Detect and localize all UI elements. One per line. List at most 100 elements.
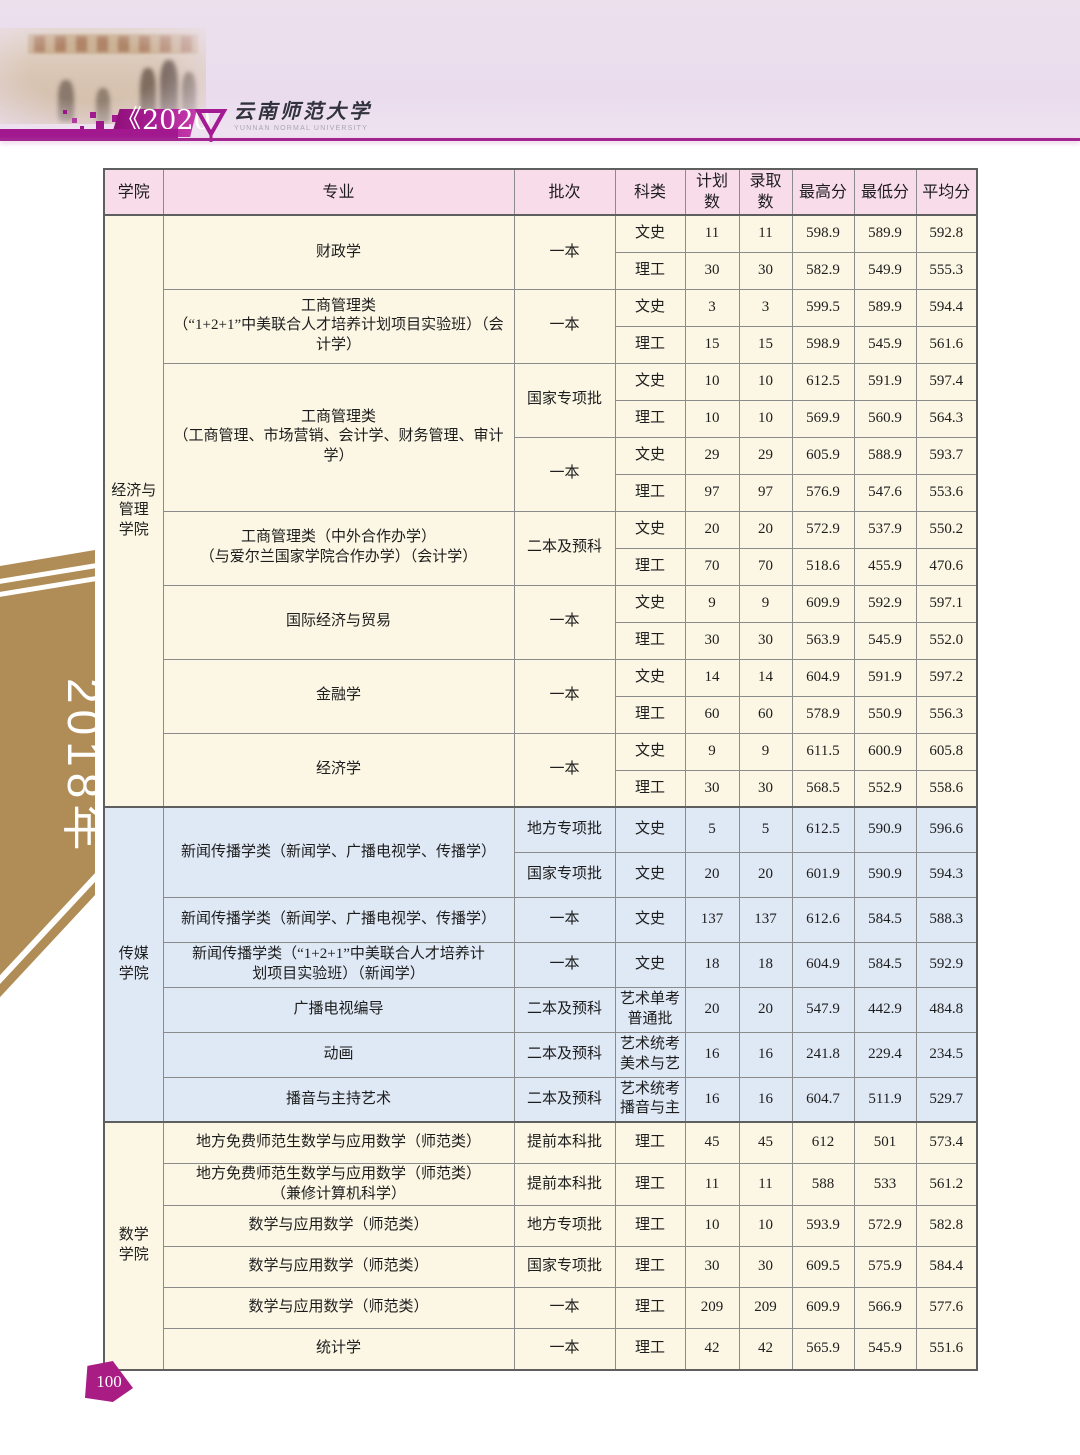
admitted-cell: 42 bbox=[738, 1328, 793, 1371]
major-cell: 统计学 bbox=[162, 1328, 515, 1371]
table-row: 地方免费师范生数学与应用数学（师范类） （兼修计算机科学） 提前本科批 理工 11 11… bbox=[104, 1162, 978, 1207]
avg-score-cell: 594.4 bbox=[915, 288, 978, 327]
min-score-cell: 501 bbox=[853, 1121, 917, 1164]
avg-score-cell: 561.6 bbox=[915, 325, 978, 364]
min-score-cell: 584.5 bbox=[853, 896, 917, 943]
column-header: 学院 bbox=[103, 168, 164, 216]
avg-score-cell: 470.6 bbox=[915, 547, 978, 586]
batch-cell: 二本及预科 bbox=[513, 1031, 616, 1078]
subject-cell: 理工 bbox=[614, 473, 686, 512]
batch-cell: 地方专项批 bbox=[513, 806, 616, 853]
table-row: 一本 文史 29 29 605.9 588.9 593.7 bbox=[104, 436, 978, 512]
min-score-cell: 589.9 bbox=[853, 288, 917, 327]
table-row: 播音与主持艺术 二本及预科 艺术统考 播音与主 16 16 604.7 511.9 529.7 bbox=[104, 1076, 978, 1123]
avg-score-cell: 592.8 bbox=[915, 214, 978, 253]
admitted-cell: 30 bbox=[738, 251, 793, 290]
admitted-cell: 29 bbox=[738, 436, 793, 475]
table-row: 理工 30 30 563.9 545.9 552.0 bbox=[104, 621, 978, 660]
min-score-cell: 592.9 bbox=[853, 584, 917, 623]
batch-cell: 国家专项批 bbox=[513, 1246, 616, 1289]
plan-cell: 14 bbox=[684, 658, 740, 697]
year-ribbon-label: 2018年 bbox=[58, 678, 96, 856]
subject-cell: 文史 bbox=[614, 658, 686, 697]
max-score-cell: 563.9 bbox=[791, 621, 855, 660]
admitted-cell: 16 bbox=[738, 1031, 793, 1078]
batch-cell: 一本 bbox=[513, 941, 616, 988]
max-score-cell: 569.9 bbox=[791, 399, 855, 438]
plan-cell: 30 bbox=[684, 769, 740, 808]
admitted-cell: 9 bbox=[738, 732, 793, 771]
avg-score-cell: 550.2 bbox=[915, 510, 978, 549]
subject-cell: 文史 bbox=[614, 806, 686, 853]
subject-cell: 理工 bbox=[614, 1328, 686, 1371]
admitted-cell: 11 bbox=[738, 214, 793, 253]
max-score-cell: 604.9 bbox=[791, 658, 855, 697]
max-score-cell: 568.5 bbox=[791, 769, 855, 808]
avg-score-cell: 558.6 bbox=[915, 769, 978, 808]
university-name-block: 云南师范大学 YUNNAN NORMAL UNIVERSITY bbox=[234, 100, 494, 134]
admitted-cell: 30 bbox=[738, 769, 793, 808]
triangle-logo-icon bbox=[194, 107, 228, 148]
avg-score-cell: 529.7 bbox=[915, 1076, 978, 1123]
batch-cell: 二本及预科 bbox=[513, 986, 616, 1033]
column-header: 录取数 bbox=[738, 168, 793, 216]
table-row: 国际经济与贸易 一本 文史 9 9 609.9 592.9 597.1 bbox=[104, 584, 978, 660]
admitted-cell: 20 bbox=[738, 510, 793, 549]
table-row: 广播电视编导 二本及预科 艺术单考 普通批 20 20 547.9 442.9 484.8 bbox=[104, 986, 978, 1033]
plan-cell: 10 bbox=[684, 399, 740, 438]
admitted-cell: 9 bbox=[738, 584, 793, 623]
subject-cell: 文史 bbox=[614, 584, 686, 623]
plan-cell: 137 bbox=[684, 896, 740, 943]
max-score-cell: 599.5 bbox=[791, 288, 855, 327]
avg-score-cell: 577.6 bbox=[915, 1287, 978, 1330]
subject-cell: 文史 bbox=[614, 510, 686, 549]
min-score-cell: 590.9 bbox=[853, 851, 917, 898]
table-row: 工商管理类（中外合作办学） （与爱尔兰国家学院合作办学）（会计学） 二本及预科 文史… bbox=[104, 510, 978, 586]
max-score-cell: 578.9 bbox=[791, 695, 855, 734]
plan-cell: 11 bbox=[684, 214, 740, 253]
plan-cell: 20 bbox=[684, 510, 740, 549]
college-cell: 传媒 学院 bbox=[103, 806, 164, 1123]
max-score-cell: 604.7 bbox=[791, 1076, 855, 1123]
min-score-cell: 575.9 bbox=[853, 1246, 917, 1289]
table-row: 数学与应用数学（师范类） 地方专项批 理工 10 10 593.9 572.9 582.8 bbox=[104, 1205, 978, 1248]
avg-score-cell: 552.0 bbox=[915, 621, 978, 660]
subject-cell: 理工 bbox=[614, 1246, 686, 1289]
major-cell: 新闻传播学类（新闻学、广播电视学、传播学） bbox=[162, 806, 515, 898]
major-cell: 数学与应用数学（师范类） bbox=[162, 1205, 515, 1248]
min-score-cell: 591.9 bbox=[853, 362, 917, 401]
plan-cell: 16 bbox=[684, 1076, 740, 1123]
min-score-cell: 590.9 bbox=[853, 806, 917, 853]
subject-cell: 理工 bbox=[614, 1162, 686, 1207]
subject-cell: 理工 bbox=[614, 1287, 686, 1330]
column-header: 专业 bbox=[162, 168, 515, 216]
subject-cell: 理工 bbox=[614, 1121, 686, 1164]
university-name: 云南师范大学 bbox=[234, 101, 372, 123]
admitted-cell: 10 bbox=[738, 1205, 793, 1248]
subject-cell: 文史 bbox=[614, 436, 686, 475]
admitted-cell: 14 bbox=[738, 658, 793, 697]
column-header: 最高分 bbox=[791, 168, 855, 216]
min-score-cell: 552.9 bbox=[853, 769, 917, 808]
min-score-cell: 584.5 bbox=[853, 941, 917, 988]
plan-cell: 30 bbox=[684, 1246, 740, 1289]
table-row: 数学 学院 地方免费师范生数学与应用数学（师范类） 提前本科批 理工 45 45 612 50… bbox=[103, 1121, 978, 1371]
table-row: 金融学 一本 文史 14 14 604.9 591.9 597.2 bbox=[104, 658, 978, 734]
avg-score-cell: 582.8 bbox=[915, 1205, 978, 1248]
admitted-cell: 10 bbox=[738, 399, 793, 438]
admitted-cell: 30 bbox=[738, 1246, 793, 1289]
admitted-cell: 18 bbox=[738, 941, 793, 988]
max-score-cell: 593.9 bbox=[791, 1205, 855, 1248]
subject-cell: 理工 bbox=[614, 769, 686, 808]
plan-cell: 29 bbox=[684, 436, 740, 475]
min-score-cell: 545.9 bbox=[853, 1328, 917, 1371]
major-cell: 播音与主持艺术 bbox=[162, 1076, 515, 1123]
subject-cell: 理工 bbox=[614, 695, 686, 734]
table-row: 数学与应用数学（师范类） 一本 理工 209 209 609.9 566.9 577.6 bbox=[104, 1287, 978, 1330]
table-row: 新闻传播学类（新闻学、广播电视学、传播学） 一本 文史 137 137 612.6 584.… bbox=[104, 896, 978, 943]
subject-cell: 艺术统考 播音与主 bbox=[614, 1076, 686, 1123]
batch-cell: 一本 bbox=[513, 288, 616, 364]
plan-cell: 20 bbox=[684, 986, 740, 1033]
subject-cell: 文史 bbox=[614, 732, 686, 771]
batch-cell: 一本 bbox=[513, 1287, 616, 1330]
